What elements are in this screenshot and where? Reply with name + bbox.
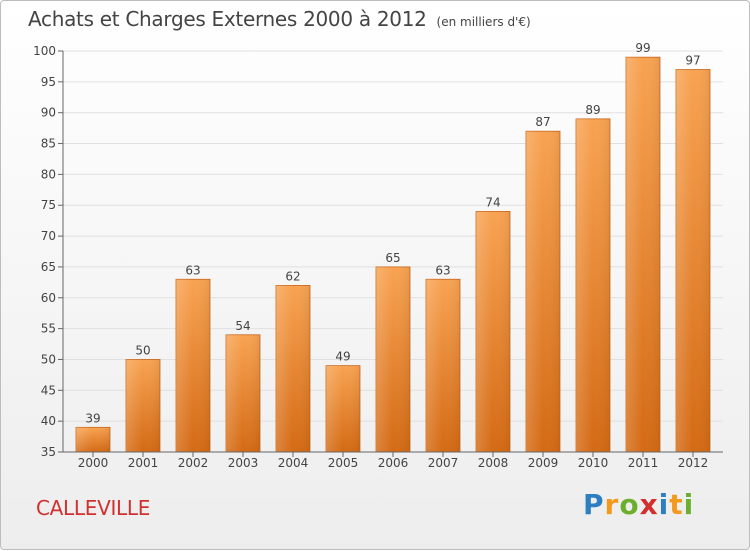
y-tick-label: 100: [33, 44, 56, 58]
x-tick-label: 2000: [78, 456, 109, 470]
bar-shine-2007: [426, 279, 460, 452]
data-label-2004: 62: [285, 269, 300, 283]
x-tick-label: 2001: [128, 456, 159, 470]
data-label-2000: 39: [85, 411, 100, 425]
y-tick-label: 70: [41, 229, 56, 243]
bar-shine-2010: [576, 118, 610, 452]
bar-shine-2000: [76, 427, 110, 452]
chart-title: Achats et Charges Externes 2000 à 2012 (e…: [28, 7, 531, 31]
data-label-2007: 63: [435, 263, 450, 277]
x-tick-label: 2008: [478, 456, 509, 470]
bar-shine-2002: [176, 279, 210, 452]
logo-letter: i: [658, 488, 670, 521]
y-tick-label: 80: [41, 167, 56, 181]
y-tick-label: 35: [41, 445, 56, 459]
data-label-2003: 54: [235, 319, 250, 333]
y-tick-label: 40: [41, 414, 56, 428]
y-tick-label: 45: [41, 383, 56, 397]
chart-subtitle: (en milliers d'€): [436, 15, 531, 29]
data-label-2001: 50: [135, 343, 150, 357]
x-tick-label: 2012: [678, 456, 709, 470]
logo-letter: i: [683, 488, 695, 521]
x-tick-labels: 2000 2001 2002 2003 2004 2005 2006 2007 2008 2009…: [78, 456, 709, 470]
y-tick-label: 75: [41, 198, 56, 212]
logo-letter: P: [583, 488, 605, 521]
y-tick-label: 65: [41, 260, 56, 274]
data-label-2011: 99: [635, 41, 650, 55]
data-label-2006: 65: [385, 251, 400, 265]
bar-shine-2011: [626, 57, 660, 453]
title-text: Achats et Charges Externes 2000 à 2012: [28, 7, 427, 31]
bars: [75, 56, 711, 453]
bar-shine-2009: [526, 131, 560, 452]
axes: [58, 50, 723, 457]
x-tick-label: 2007: [428, 456, 459, 470]
x-tick-label: 2009: [528, 456, 559, 470]
x-tick-label: 2005: [328, 456, 359, 470]
y-tick-label: 55: [41, 322, 56, 336]
proxiti-logo: Proxiti: [583, 488, 694, 521]
data-labels: 39 50 63 54 62 49 65 63 74 87 89 99 97: [85, 41, 700, 425]
y-tick-label: 95: [41, 75, 56, 89]
y-tick-label: 60: [41, 291, 56, 305]
y-tick-label: 90: [41, 106, 56, 120]
logo-letter: r: [604, 488, 620, 521]
x-tick-label: 2011: [628, 456, 659, 470]
bar-shine-2004: [276, 285, 310, 452]
bar-shine-2008: [476, 211, 510, 452]
data-label-2002: 63: [185, 263, 200, 277]
bar-shine-2006: [376, 266, 410, 452]
data-label-2009: 87: [535, 115, 550, 129]
y-tick-labels: 35 40 45 50 55 60 65 70 75 80 85 90 95 100: [33, 44, 56, 459]
bar-shine-2012: [676, 69, 710, 452]
data-label-2010: 89: [585, 103, 600, 117]
data-label-2012: 97: [685, 54, 700, 68]
commune-name: CALLEVILLE: [36, 496, 151, 520]
data-label-2008: 74: [485, 195, 500, 209]
x-tick-label: 2004: [278, 456, 309, 470]
data-label-2005: 49: [335, 350, 350, 364]
y-tick-label: 85: [41, 137, 56, 151]
bar-shine-2005: [326, 365, 360, 452]
x-tick-label: 2002: [178, 456, 209, 470]
x-tick-label: 2010: [578, 456, 609, 470]
x-tick-label: 2006: [378, 456, 409, 470]
bar-shine-2003: [226, 334, 260, 452]
bar-shine-2001: [126, 359, 160, 452]
logo-letter: t: [669, 488, 684, 521]
logo-letter: x: [639, 488, 659, 521]
logo-letter: o: [619, 488, 640, 521]
x-tick-label: 2003: [228, 456, 259, 470]
y-tick-label: 50: [41, 352, 56, 366]
